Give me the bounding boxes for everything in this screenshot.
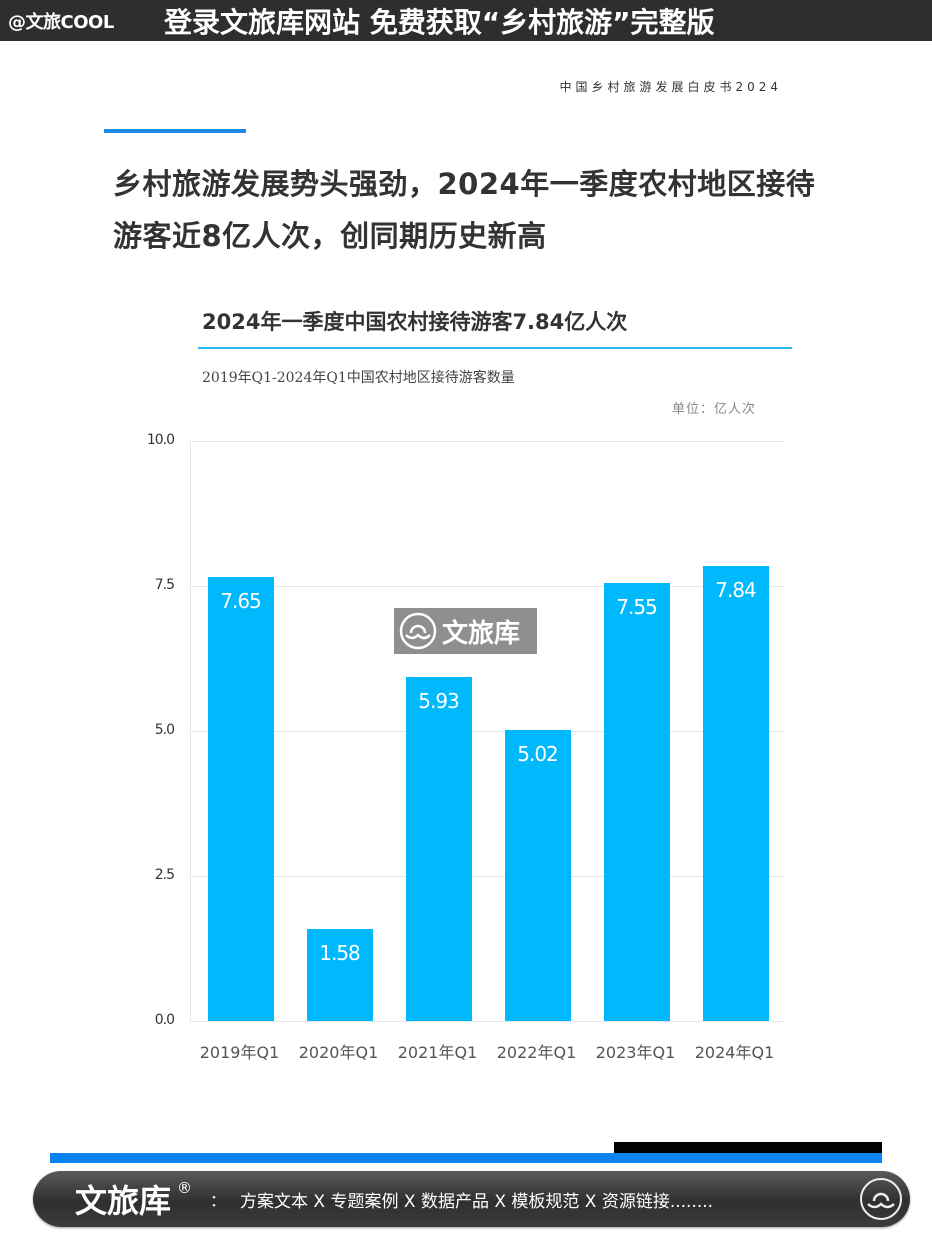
gridline <box>190 586 784 587</box>
x-tick-label: 2019年Q1 <box>199 1043 280 1062</box>
bar-value-label: 7.84 <box>715 578 757 603</box>
footer-colon: ： <box>210 1191 227 1210</box>
chart-subtitle: 2019年Q1-2024年Q1中国农村地区接待游客数量 <box>202 370 515 386</box>
wenlvku-logo-icon <box>399 612 437 650</box>
x-tick-label: 2021年Q1 <box>397 1043 478 1062</box>
account-handle: @文旅COOL <box>8 11 114 33</box>
gridline <box>190 731 784 732</box>
bar-chart-plot: 7.65 1.58 5.93 5.02 7.55 7.84 <box>190 441 784 1022</box>
top-banner: @文旅COOL 登录文旅库网站 免费获取“乡村旅游”完整版 <box>0 0 932 41</box>
y-tick-label: 5.0 <box>154 722 175 738</box>
document-header: 中国乡村旅游发展白皮书2024 <box>559 80 782 94</box>
watermark: 文旅库 <box>394 608 537 654</box>
gridline <box>190 441 784 442</box>
x-tick-label: 2023年Q1 <box>595 1043 676 1062</box>
accent-line <box>104 129 246 133</box>
bar-value-label: 7.65 <box>220 589 262 614</box>
banner-promo-text: 登录文旅库网站 免费获取“乡村旅游”完整版 <box>164 5 715 39</box>
registered-mark: ® <box>177 1179 193 1197</box>
bar: 1.58 <box>306 929 373 1021</box>
chart-unit: 单位：亿人次 <box>672 402 757 417</box>
x-tick-label: 2024年Q1 <box>694 1043 775 1062</box>
gridline <box>190 876 784 877</box>
bar: 7.65 <box>207 577 274 1021</box>
x-tick-label: 2022年Q1 <box>496 1043 577 1062</box>
watermark-text: 文旅库 <box>442 618 521 649</box>
bar: 7.84 <box>702 566 769 1021</box>
y-tick-label: 7.5 <box>154 577 175 593</box>
chart-title-divider <box>198 347 792 349</box>
chart-title: 2024年一季度中国农村接待游客7.84亿人次 <box>202 310 628 334</box>
y-tick-label: 0.0 <box>154 1012 175 1028</box>
bar: 5.02 <box>504 729 571 1021</box>
footer-resource-list: 方案文本 X 专题案例 X 数据产品 X 模板规范 X 资源链接........ <box>240 1191 714 1212</box>
footer-brand: 文旅库 <box>75 1182 172 1220</box>
headline: 乡村旅游发展势头强劲，2024年一季度农村地区接待游客近8亿人次，创同期历史新高 <box>113 167 816 253</box>
bar: 7.55 <box>603 583 670 1021</box>
x-tick-label: 2020年Q1 <box>298 1043 379 1062</box>
gridline <box>190 1021 784 1022</box>
bar: 5.93 <box>405 677 472 1021</box>
bar-value-label: 1.58 <box>319 941 361 966</box>
footer-black-bar <box>614 1142 882 1154</box>
footer-blue-bar <box>50 1153 882 1163</box>
y-tick-label: 2.5 <box>154 867 175 883</box>
bar-value-label: 5.02 <box>517 741 559 766</box>
wenlvku-logo-icon <box>860 1178 902 1220</box>
footer-banner: 文旅库 ® ： 方案文本 X 专题案例 X 数据产品 X 模板规范 X 资源链接… <box>33 1171 910 1227</box>
bar-value-label: 5.93 <box>418 689 460 714</box>
y-tick-label: 10.0 <box>146 432 175 448</box>
bar-value-label: 7.55 <box>616 595 658 620</box>
